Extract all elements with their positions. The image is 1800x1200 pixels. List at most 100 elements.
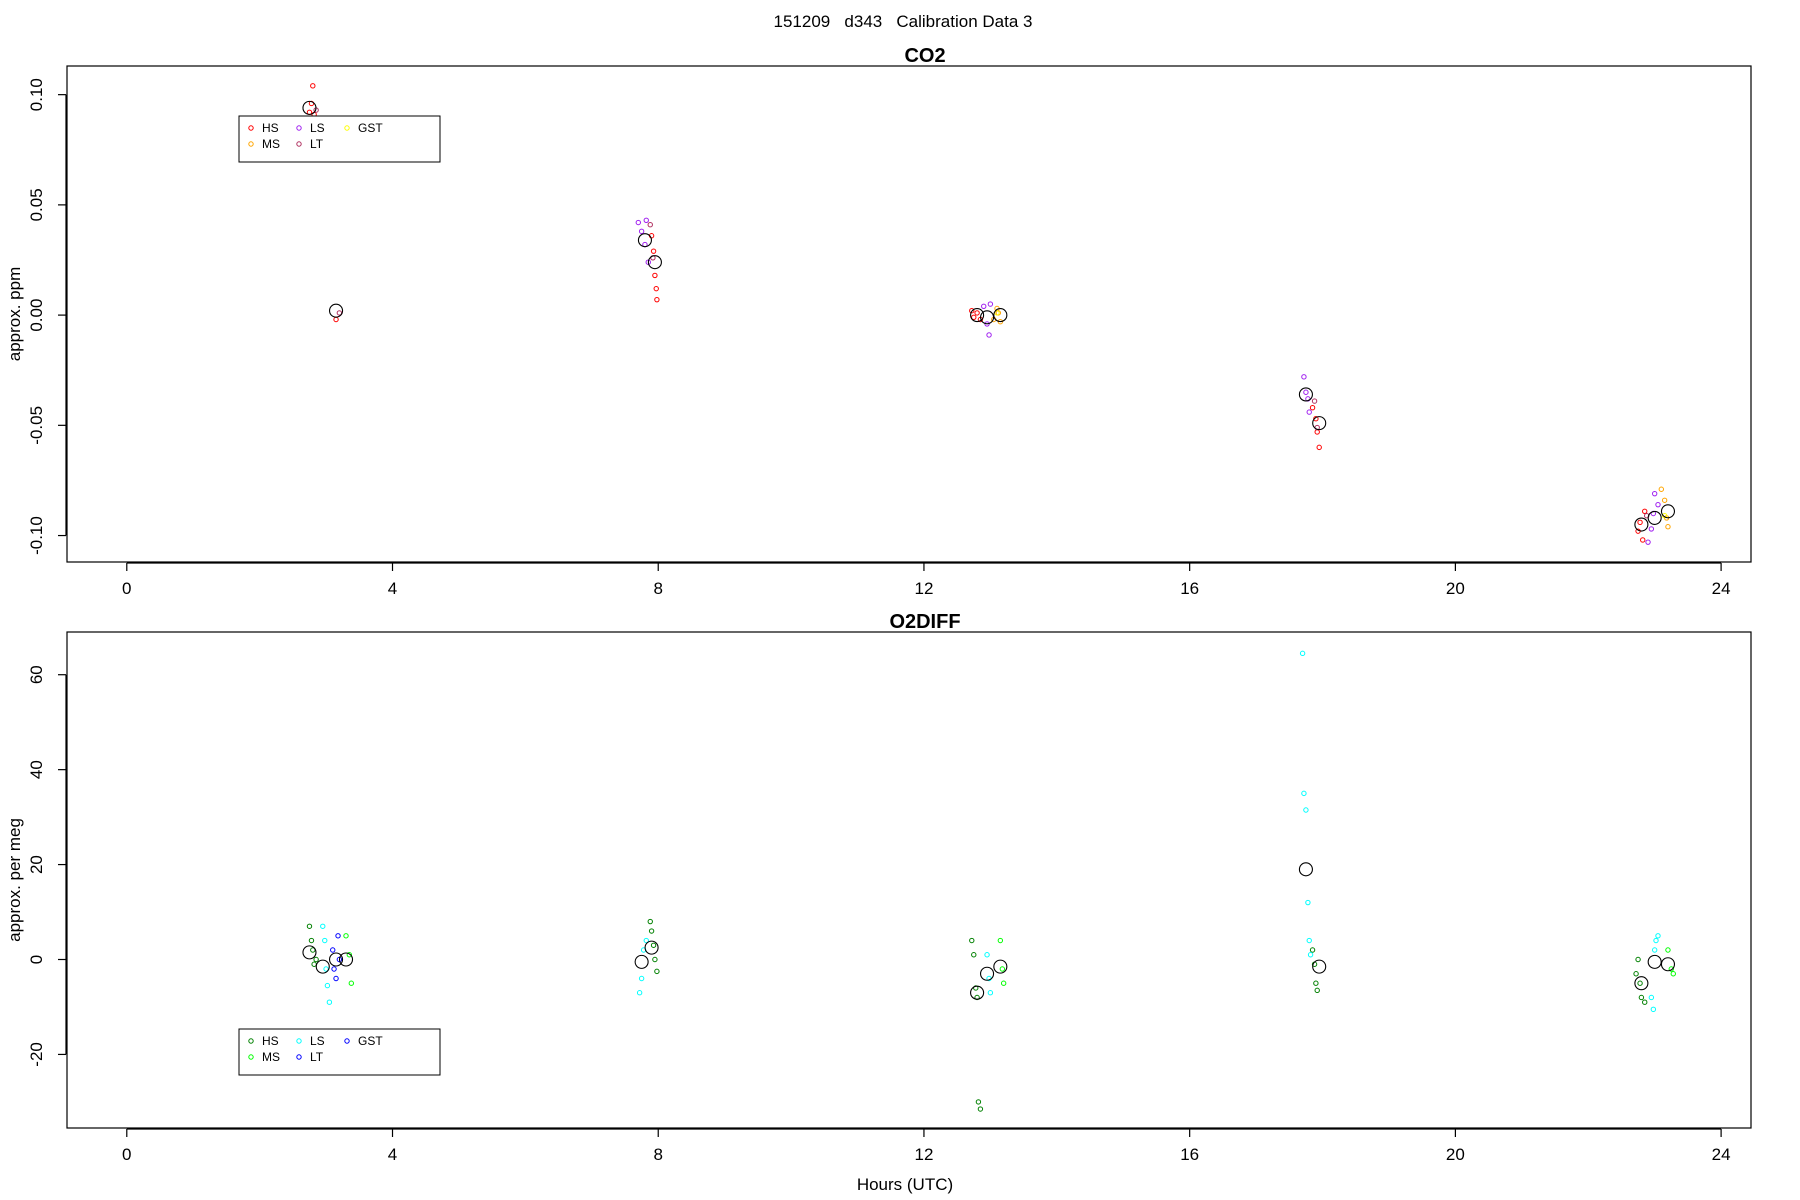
y-tick-label: 0.10 — [27, 78, 46, 111]
data-point-ls — [1651, 947, 1658, 953]
data-point-hs — [1316, 444, 1322, 451]
mean-marker — [970, 985, 985, 1000]
mean-marker — [980, 310, 995, 325]
data-point-hs — [971, 314, 977, 321]
data-point-ls — [638, 228, 645, 235]
mean-marker — [338, 952, 354, 967]
data-point-ms — [1665, 524, 1671, 530]
panel-o2diff: O2DIFF approx. per meg 0 4 8 12 16 20 24 60 40 2… — [5, 611, 1752, 1164]
data-point-lt — [331, 966, 337, 972]
x-tick-label: 24 — [1712, 579, 1731, 598]
legend-box — [238, 115, 441, 163]
panel-title-co2: CO2 — [904, 45, 945, 67]
y-tick-label: -20 — [27, 1042, 46, 1067]
data-point-gst — [1661, 513, 1668, 519]
data-point-lt — [330, 947, 336, 953]
y-axis-label-o2diff: approx. per meg — [5, 818, 24, 942]
legend-marker-gst — [344, 125, 350, 131]
x-axis-co2: 0 4 8 12 16 20 24 — [122, 562, 1731, 598]
legend-label-ls: LS — [310, 121, 325, 135]
data-point-hs — [969, 307, 975, 314]
data-point-ls — [1645, 539, 1651, 545]
data-point-hs — [1635, 956, 1641, 963]
legend-co2: HS MS LS LT GST — [238, 115, 441, 163]
y-tick-label: 0 — [27, 955, 46, 964]
data-point-ls — [1307, 952, 1314, 958]
data-point-ls — [1651, 490, 1658, 497]
data-point-hs — [977, 1106, 984, 1112]
data-points-o2diff — [306, 650, 1676, 1112]
mean-marker — [980, 966, 995, 981]
data-point-hs — [1640, 537, 1646, 543]
data-point-ms — [1670, 971, 1676, 977]
data-point-hs — [1313, 980, 1319, 986]
data-point-ls — [1305, 899, 1311, 906]
x-tick-label: 20 — [1446, 579, 1465, 598]
legend-marker-hs — [248, 1038, 254, 1044]
data-point-ms — [1658, 486, 1665, 492]
mean-marker — [993, 959, 1008, 974]
legend-label-ms: MS — [262, 137, 280, 151]
x-tick-label: 8 — [653, 579, 662, 598]
data-point-ls — [1655, 933, 1661, 939]
mean-marker — [1312, 416, 1327, 431]
data-point-ls — [1653, 937, 1659, 944]
x-tick-label: 0 — [122, 579, 131, 598]
data-point-lt — [333, 975, 339, 982]
legend-label-ms: MS — [262, 1050, 280, 1064]
x-tick-label: 4 — [388, 579, 397, 598]
mean-marker — [647, 255, 662, 270]
data-point-ls — [1648, 994, 1655, 1001]
mean-marker — [1647, 954, 1662, 969]
mean-marker — [1298, 387, 1313, 402]
data-point-ls — [320, 923, 326, 929]
mean-marker — [302, 945, 317, 960]
y-axis-o2diff: 60 40 20 0 -20 — [27, 665, 67, 1067]
data-point-hs — [973, 985, 979, 991]
data-point-hs — [333, 316, 339, 323]
data-point-ms — [1668, 966, 1674, 972]
data-points-co2 — [306, 83, 1671, 545]
data-point-ls — [987, 301, 994, 307]
legend-marker-hs — [248, 125, 254, 131]
mean-markers-o2diff — [302, 862, 1676, 1000]
data-point-ms — [999, 966, 1006, 972]
data-point-hs — [650, 942, 657, 948]
x-tick-label: 16 — [1180, 1145, 1199, 1164]
plot-frame-o2diff — [66, 631, 1752, 1129]
data-point-hs — [1309, 947, 1316, 953]
y-tick-label: 40 — [27, 760, 46, 779]
mean-marker — [644, 940, 659, 955]
mean-marker — [328, 303, 344, 318]
data-point-ls — [638, 975, 645, 982]
data-point-hs — [654, 968, 660, 975]
legend-o2diff: HS MS LS LT GST — [238, 1028, 441, 1076]
y-tick-label: 0.05 — [27, 188, 46, 221]
data-point-hs — [647, 918, 653, 925]
data-point-hs — [1633, 971, 1639, 977]
x-tick-label: 16 — [1180, 579, 1199, 598]
data-point-hs — [1309, 404, 1316, 411]
mean-marker — [1634, 976, 1649, 991]
data-point-hs — [1313, 416, 1319, 422]
x-axis-label: Hours (UTC) — [857, 1175, 953, 1194]
data-point-ls — [1299, 650, 1306, 657]
data-point-ms — [1000, 980, 1007, 986]
y-axis-co2: 0.10 0.05 0.00 -0.05 -0.10 — [27, 78, 67, 555]
mean-marker — [1660, 957, 1676, 972]
data-point-lt — [336, 310, 343, 316]
x-tick-label: 24 — [1712, 1145, 1731, 1164]
mean-marker — [637, 233, 652, 248]
data-point-hs — [652, 272, 658, 279]
panel-co2: CO2 approx. ppm 0 4 8 12 16 20 24 0.10 0.05 0.00… — [5, 45, 1752, 598]
mean-marker — [970, 308, 985, 323]
data-point-ls — [643, 217, 649, 224]
data-point-hs — [974, 310, 980, 316]
data-point-hs — [971, 952, 977, 958]
data-point-hs — [1638, 994, 1645, 1001]
x-tick-label: 20 — [1446, 1145, 1465, 1164]
data-point-ms — [997, 937, 1004, 944]
data-point-gst — [994, 310, 1000, 316]
mean-marker — [302, 100, 317, 115]
data-point-ls — [324, 982, 331, 989]
